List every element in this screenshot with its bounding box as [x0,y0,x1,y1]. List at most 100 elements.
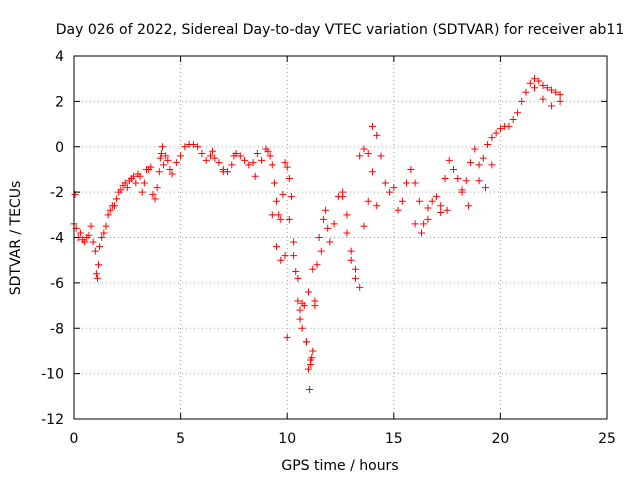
data-point [324,224,332,232]
data-point [157,150,165,158]
data-point [281,159,289,167]
data-point [292,268,300,276]
data-point [556,97,564,105]
data-point [85,231,93,239]
x-tick-label: 20 [491,431,509,447]
data-point [121,179,129,187]
data-point [302,338,310,346]
data-point [347,256,355,264]
data-point [552,88,560,96]
data-point [543,84,551,92]
data-point [151,195,159,203]
data-point [360,222,368,230]
data-point [548,86,556,94]
data-point [294,297,302,305]
data-point [386,188,394,196]
data-point [283,163,291,171]
data-point [147,163,155,171]
data-point [307,356,315,364]
data-point [454,175,462,183]
data-point [535,77,543,85]
data-point [462,177,470,185]
y-tick-label: -2 [50,185,64,201]
data-point [181,143,189,151]
data-point [296,315,304,323]
grid-lines [74,56,607,419]
data-point [481,184,489,192]
data-point [556,91,564,99]
data-point [428,197,436,205]
data-point [420,220,428,228]
data-point [306,386,314,394]
data-point [368,122,376,130]
data-point [149,190,157,198]
data-point [194,143,202,151]
data-point [364,150,372,158]
data-point [441,175,449,183]
data-point [351,274,359,282]
data-point [407,165,415,173]
data-point [93,274,101,282]
data-point [326,238,334,246]
data-point [87,222,95,230]
data-point [96,243,104,251]
data-point [475,177,483,185]
data-point [189,140,197,148]
data-point [270,179,278,187]
data-point [98,234,106,241]
data-point [418,229,426,237]
data-point [249,159,257,167]
data-point [492,129,500,137]
data-point [298,324,306,332]
data-point [91,247,99,255]
data-point [390,184,398,192]
data-point [275,211,283,219]
x-axis-label: GPS time / hours [281,458,398,474]
data-point [315,234,323,241]
data-point [104,211,112,219]
y-tick-label: 4 [55,49,64,65]
data-point [445,156,453,164]
data-point [539,95,547,103]
data-point [305,288,313,296]
data-point [156,154,164,162]
plot-frame [73,55,608,420]
data-point [102,222,110,230]
data-point [309,265,317,273]
y-axis-label: SDTVAR / TECUs [8,181,24,296]
data-point [496,125,504,133]
data-point [283,333,291,341]
data-point [394,206,402,214]
data-point [317,247,325,255]
data-point [488,161,496,169]
data-point [475,161,483,169]
data-point [130,172,138,180]
data-points [70,75,564,394]
data-point [211,154,219,162]
data-point [356,152,364,160]
x-tick-label: 25 [598,431,616,447]
data-point [403,179,411,187]
data-point [411,179,419,187]
y-tick-label: -12 [41,412,64,428]
data-point [309,347,317,355]
data-point [339,193,347,201]
data-point [443,206,451,214]
data-point [415,197,423,205]
data-point [484,140,492,148]
x-tick-label: 15 [385,431,403,447]
data-point [381,179,389,187]
data-point [479,154,487,162]
data-point [264,147,272,155]
data-point [364,197,372,205]
data-point [253,150,261,158]
y-tick-label: -6 [50,276,64,292]
data-point [206,152,214,160]
data-point [539,81,547,89]
data-point [164,156,172,164]
data-point [343,229,351,237]
data-point [89,238,97,246]
data-point [219,168,227,176]
axis-ticks [73,55,608,420]
